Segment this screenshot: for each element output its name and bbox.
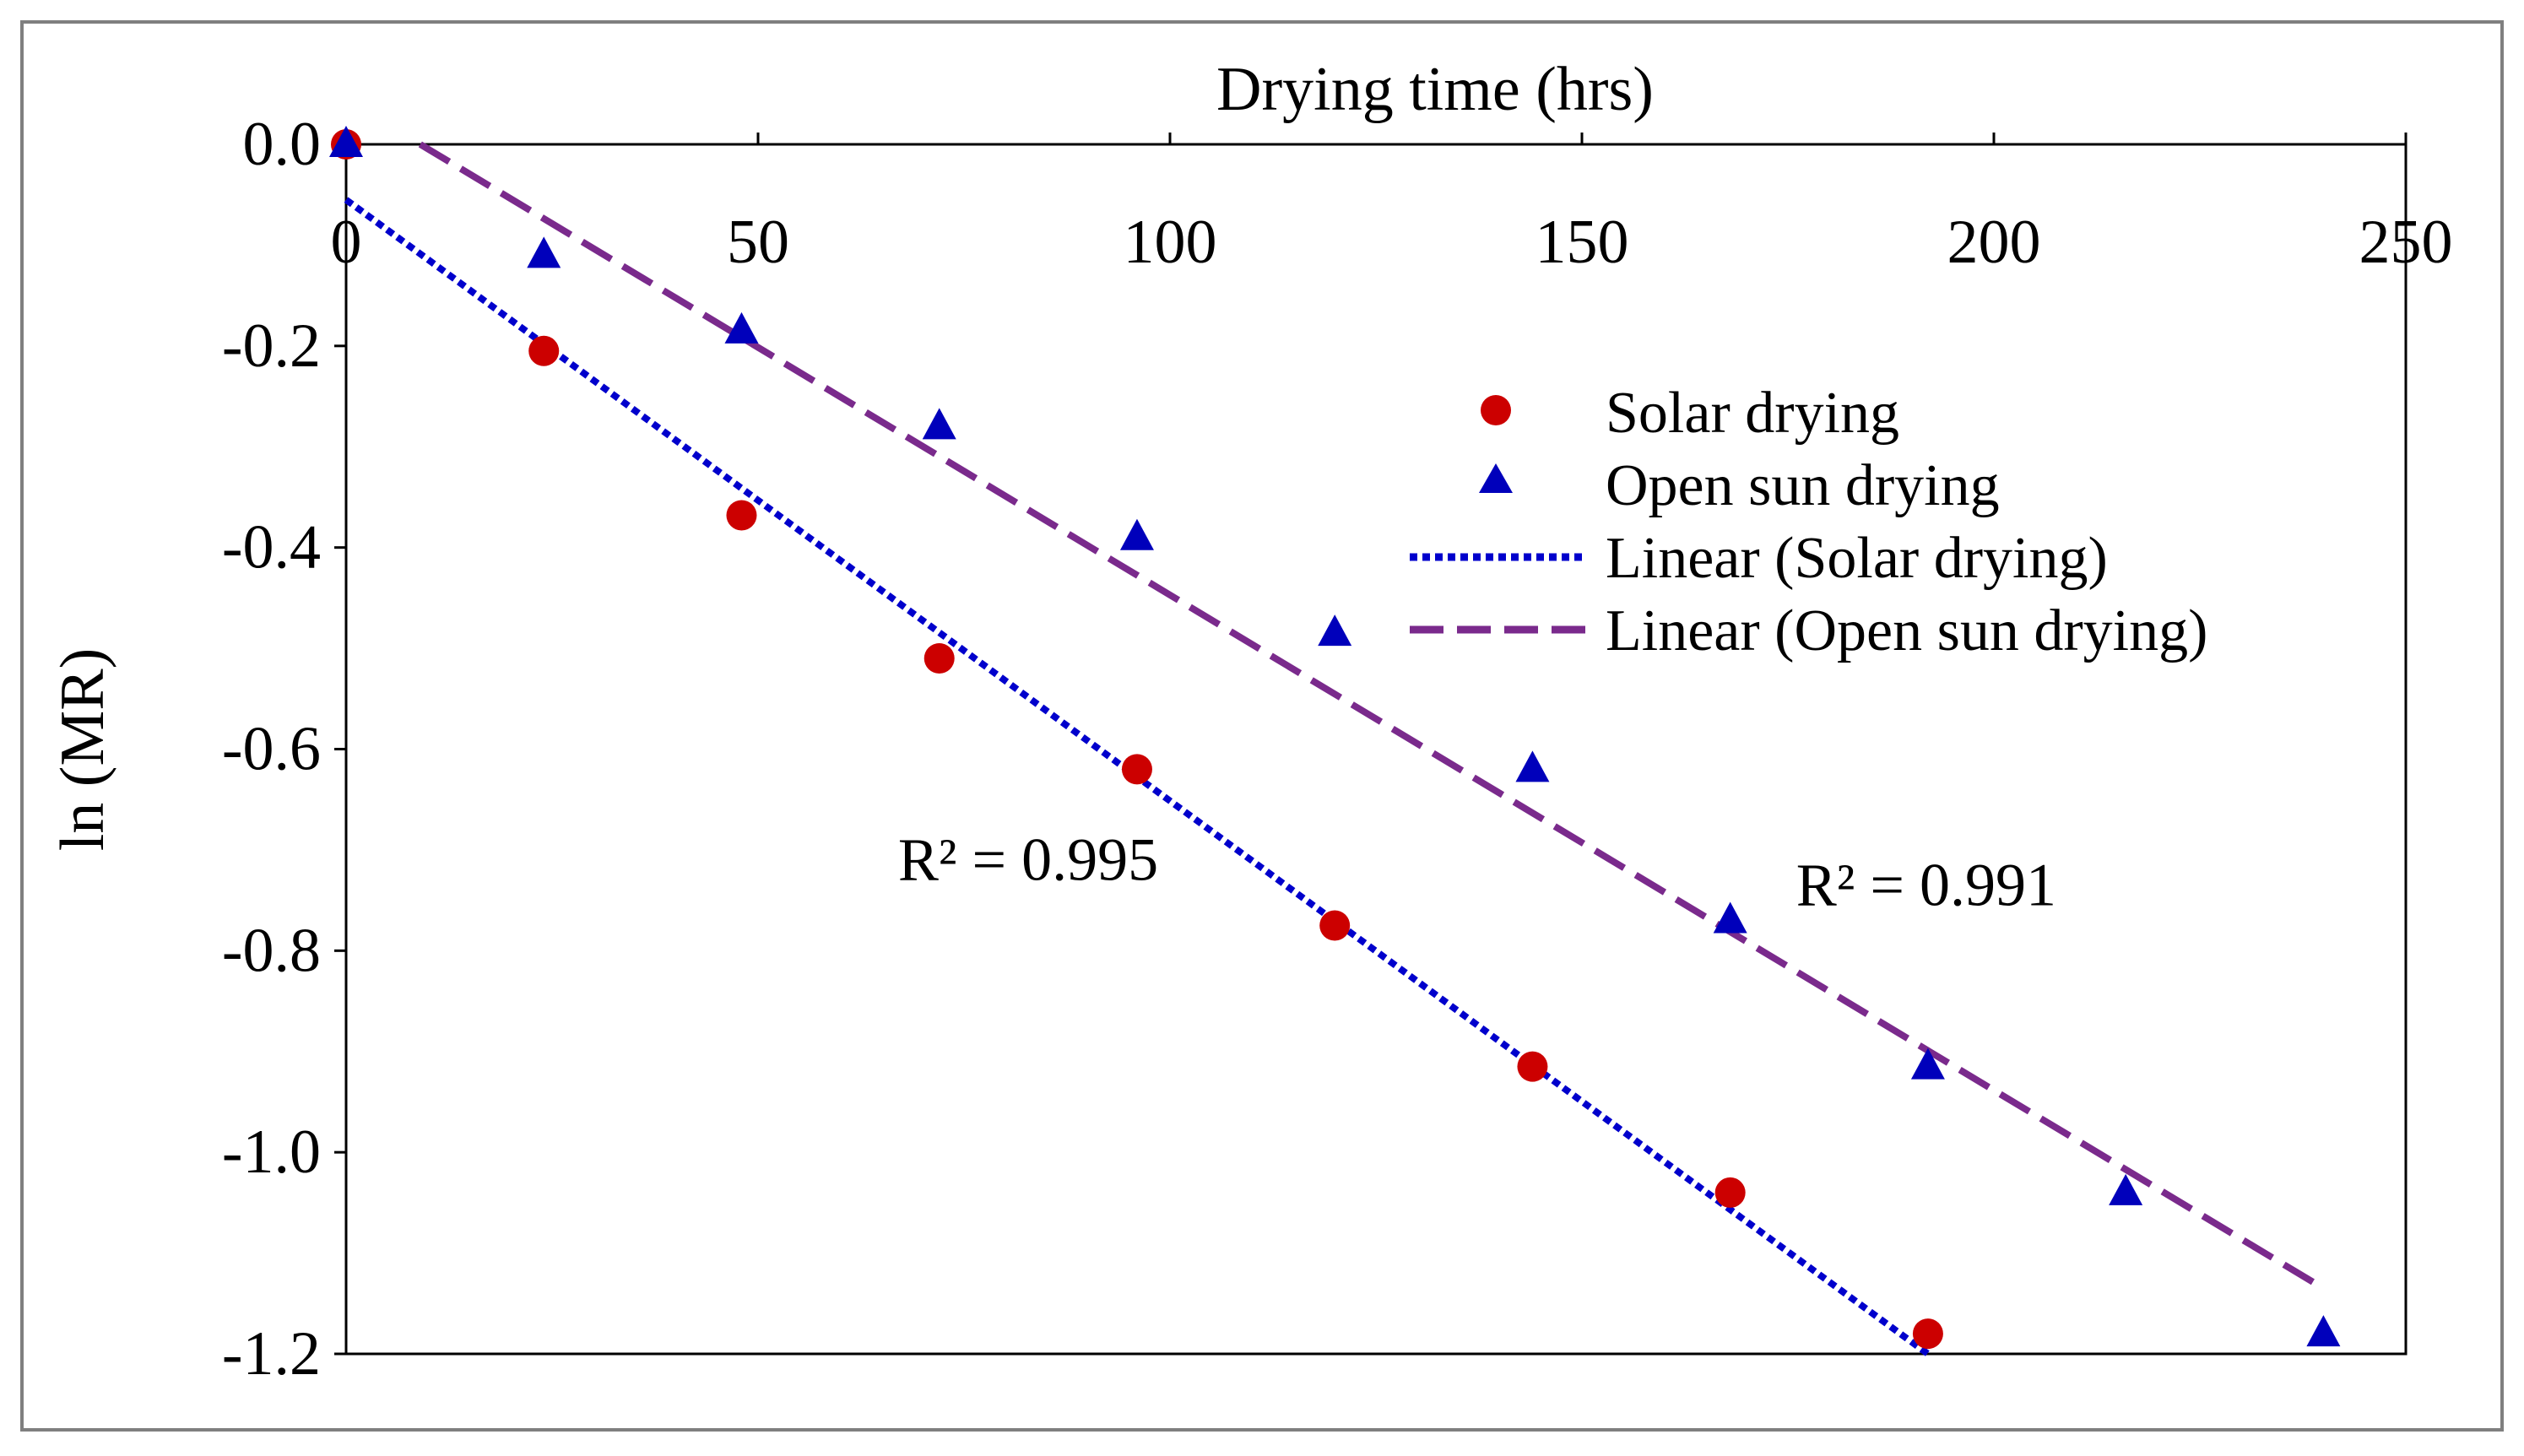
point-solar-drying [923, 643, 955, 674]
x-tick-label: 250 [2359, 208, 2453, 277]
x-axis-title: Drying time (hrs) [1216, 55, 1654, 124]
x-tick-label: 0 [331, 208, 362, 277]
y-tick-label: -0.6 [222, 715, 321, 784]
x-tick-labels: 0 50 100 150 200 250 [331, 208, 2453, 277]
y-tick-label: -0.8 [222, 916, 321, 985]
axis-ticks [334, 133, 2408, 1356]
point-open-sun-drying [1910, 1047, 1945, 1080]
point-open-sun-drying [1318, 614, 1352, 647]
point-open-sun-drying [2306, 1315, 2341, 1347]
point-open-sun-drying [2109, 1173, 2143, 1205]
point-open-sun-drying [1119, 518, 1154, 550]
point-solar-drying [1319, 910, 1351, 941]
figure-border [20, 20, 2504, 1432]
y-tick-label: -0.4 [222, 513, 321, 582]
data-points [329, 126, 2341, 1350]
point-open-sun-drying [1515, 750, 1550, 782]
x-tick-label: 200 [1947, 208, 2041, 277]
point-open-sun-drying [527, 236, 561, 268]
legend-label-solar: Solar drying [1606, 381, 1899, 446]
point-solar-drying [1517, 1051, 1548, 1082]
point-open-sun-drying [329, 126, 363, 157]
y-axis-title: ln (MR) [48, 648, 117, 852]
y-tick-label: -1.0 [222, 1118, 321, 1187]
point-solar-drying [528, 335, 560, 366]
point-solar-drying [1912, 1318, 1943, 1350]
point-solar-drying [1121, 754, 1152, 785]
r2-label-open-sun: R² = 0.991 [1796, 852, 2056, 919]
x-tick-label: 50 [727, 208, 789, 277]
x-tick-label: 100 [1124, 208, 1217, 277]
y-tick-label: -1.2 [222, 1319, 321, 1388]
point-open-sun-drying [922, 408, 956, 440]
legend-label-linear-open-sun: Linear (Open sun drying) [1606, 598, 2207, 663]
y-tick-labels: 0.0 -0.2 -0.4 -0.6 -0.8 -1.0 -1.2 [222, 110, 321, 1388]
point-open-sun-drying [1713, 901, 1747, 934]
legend-marker-open-sun [1479, 463, 1513, 493]
legend-label-linear-solar: Linear (Solar drying) [1606, 526, 2108, 591]
y-tick-label: -0.2 [222, 311, 321, 381]
legend-label-open-sun: Open sun drying [1606, 453, 2000, 518]
point-solar-drying [726, 500, 757, 531]
point-solar-drying [1714, 1177, 1746, 1208]
legend-marker-solar [1481, 395, 1511, 425]
legend: Solar drying Open sun drying Linear (Sol… [1410, 381, 2207, 663]
point-open-sun-drying [724, 311, 759, 344]
r2-label-solar: R² = 0.995 [898, 826, 1158, 894]
x-tick-label: 150 [1536, 208, 1629, 277]
y-tick-label: 0.0 [243, 110, 322, 179]
trendline-linear-open-sun [418, 141, 2326, 1291]
